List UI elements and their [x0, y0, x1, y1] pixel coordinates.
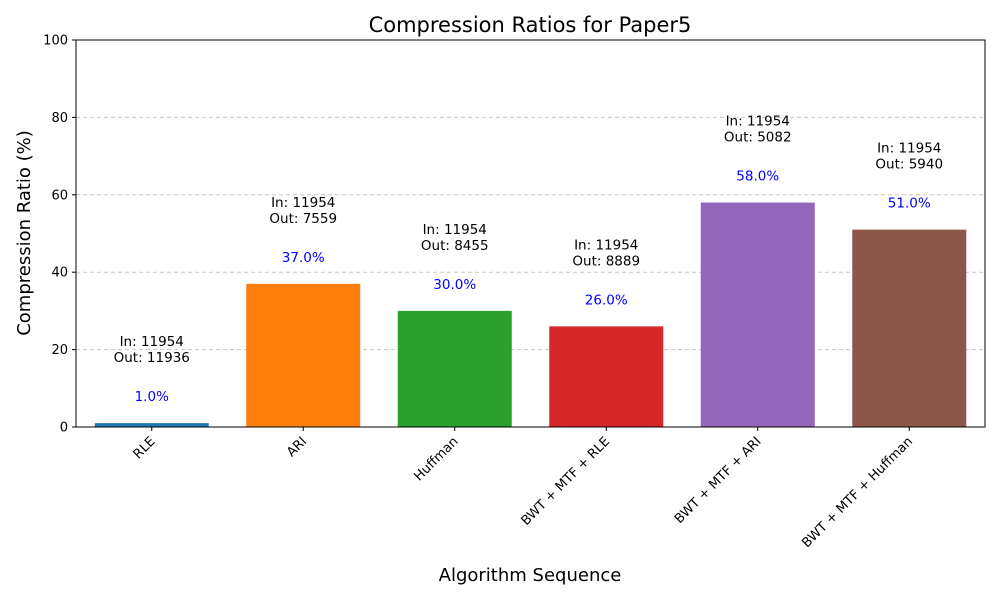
- value-label: 58.0%: [736, 169, 779, 185]
- output-size-label: Out: 11936: [114, 350, 190, 366]
- y-axis-ticks: 0 20 40 60 80 100: [43, 34, 76, 436]
- bar: [397, 310, 512, 427]
- value-label: 26.0%: [585, 292, 628, 308]
- output-size-label: Out: 5082: [724, 130, 792, 146]
- x-axis-label: Algorithm Sequence: [439, 565, 622, 586]
- value-label: 30.0%: [433, 277, 476, 293]
- x-tick-label: ARI: [284, 434, 310, 460]
- chart-title: Compression Ratios for Paper5: [369, 13, 692, 37]
- output-size-label: Out: 5940: [875, 157, 943, 173]
- input-size-label: In: 11954: [271, 195, 335, 211]
- y-tick-label: 20: [51, 343, 68, 358]
- bar: [549, 326, 664, 427]
- input-size-label: In: 11954: [726, 114, 790, 130]
- x-tick-label: BWT + MTF + RLE: [519, 434, 614, 529]
- plot-frame: [75, 39, 986, 428]
- output-size-label: Out: 8455: [421, 238, 489, 254]
- bars: [94, 202, 967, 427]
- value-label: 37.0%: [282, 250, 325, 266]
- input-size-label: In: 11954: [574, 237, 638, 253]
- y-axis-label: Compression Ratio (%): [14, 130, 35, 336]
- input-size-label: In: 11954: [120, 334, 184, 350]
- input-size-label: In: 11954: [877, 141, 941, 157]
- grid-lines: [76, 116, 985, 351]
- x-tick-label: Huffman: [411, 434, 461, 484]
- y-tick-label: 100: [43, 34, 68, 49]
- y-tick-label: 0: [60, 421, 68, 436]
- input-size-label: In: 11954: [423, 222, 487, 238]
- x-tick-label: BWT + MTF + Huffman: [799, 434, 916, 551]
- value-label: 51.0%: [888, 196, 931, 212]
- x-tick-label: BWT + MTF + ARI: [672, 434, 765, 527]
- output-size-label: Out: 8889: [572, 253, 640, 269]
- y-tick-label: 60: [51, 188, 68, 203]
- bar: [246, 283, 361, 427]
- output-size-label: Out: 7559: [269, 211, 337, 227]
- bar: [94, 423, 209, 427]
- bar: [852, 229, 967, 427]
- x-tick-label: RLE: [131, 434, 159, 462]
- bar: [700, 202, 815, 427]
- value-label: 1.0%: [135, 389, 169, 405]
- x-axis-ticks: RLE ARI Huffman BWT + MTF + RLE BWT + MTF + …: [131, 427, 916, 551]
- y-tick-label: 40: [51, 266, 68, 281]
- y-tick-label: 80: [51, 111, 68, 126]
